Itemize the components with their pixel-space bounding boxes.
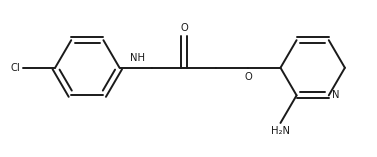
Text: N: N xyxy=(332,90,339,100)
Text: H₂N: H₂N xyxy=(271,126,290,136)
Text: O: O xyxy=(180,22,188,32)
Text: NH: NH xyxy=(130,53,145,63)
Text: O: O xyxy=(244,72,252,82)
Text: Cl: Cl xyxy=(10,63,20,73)
